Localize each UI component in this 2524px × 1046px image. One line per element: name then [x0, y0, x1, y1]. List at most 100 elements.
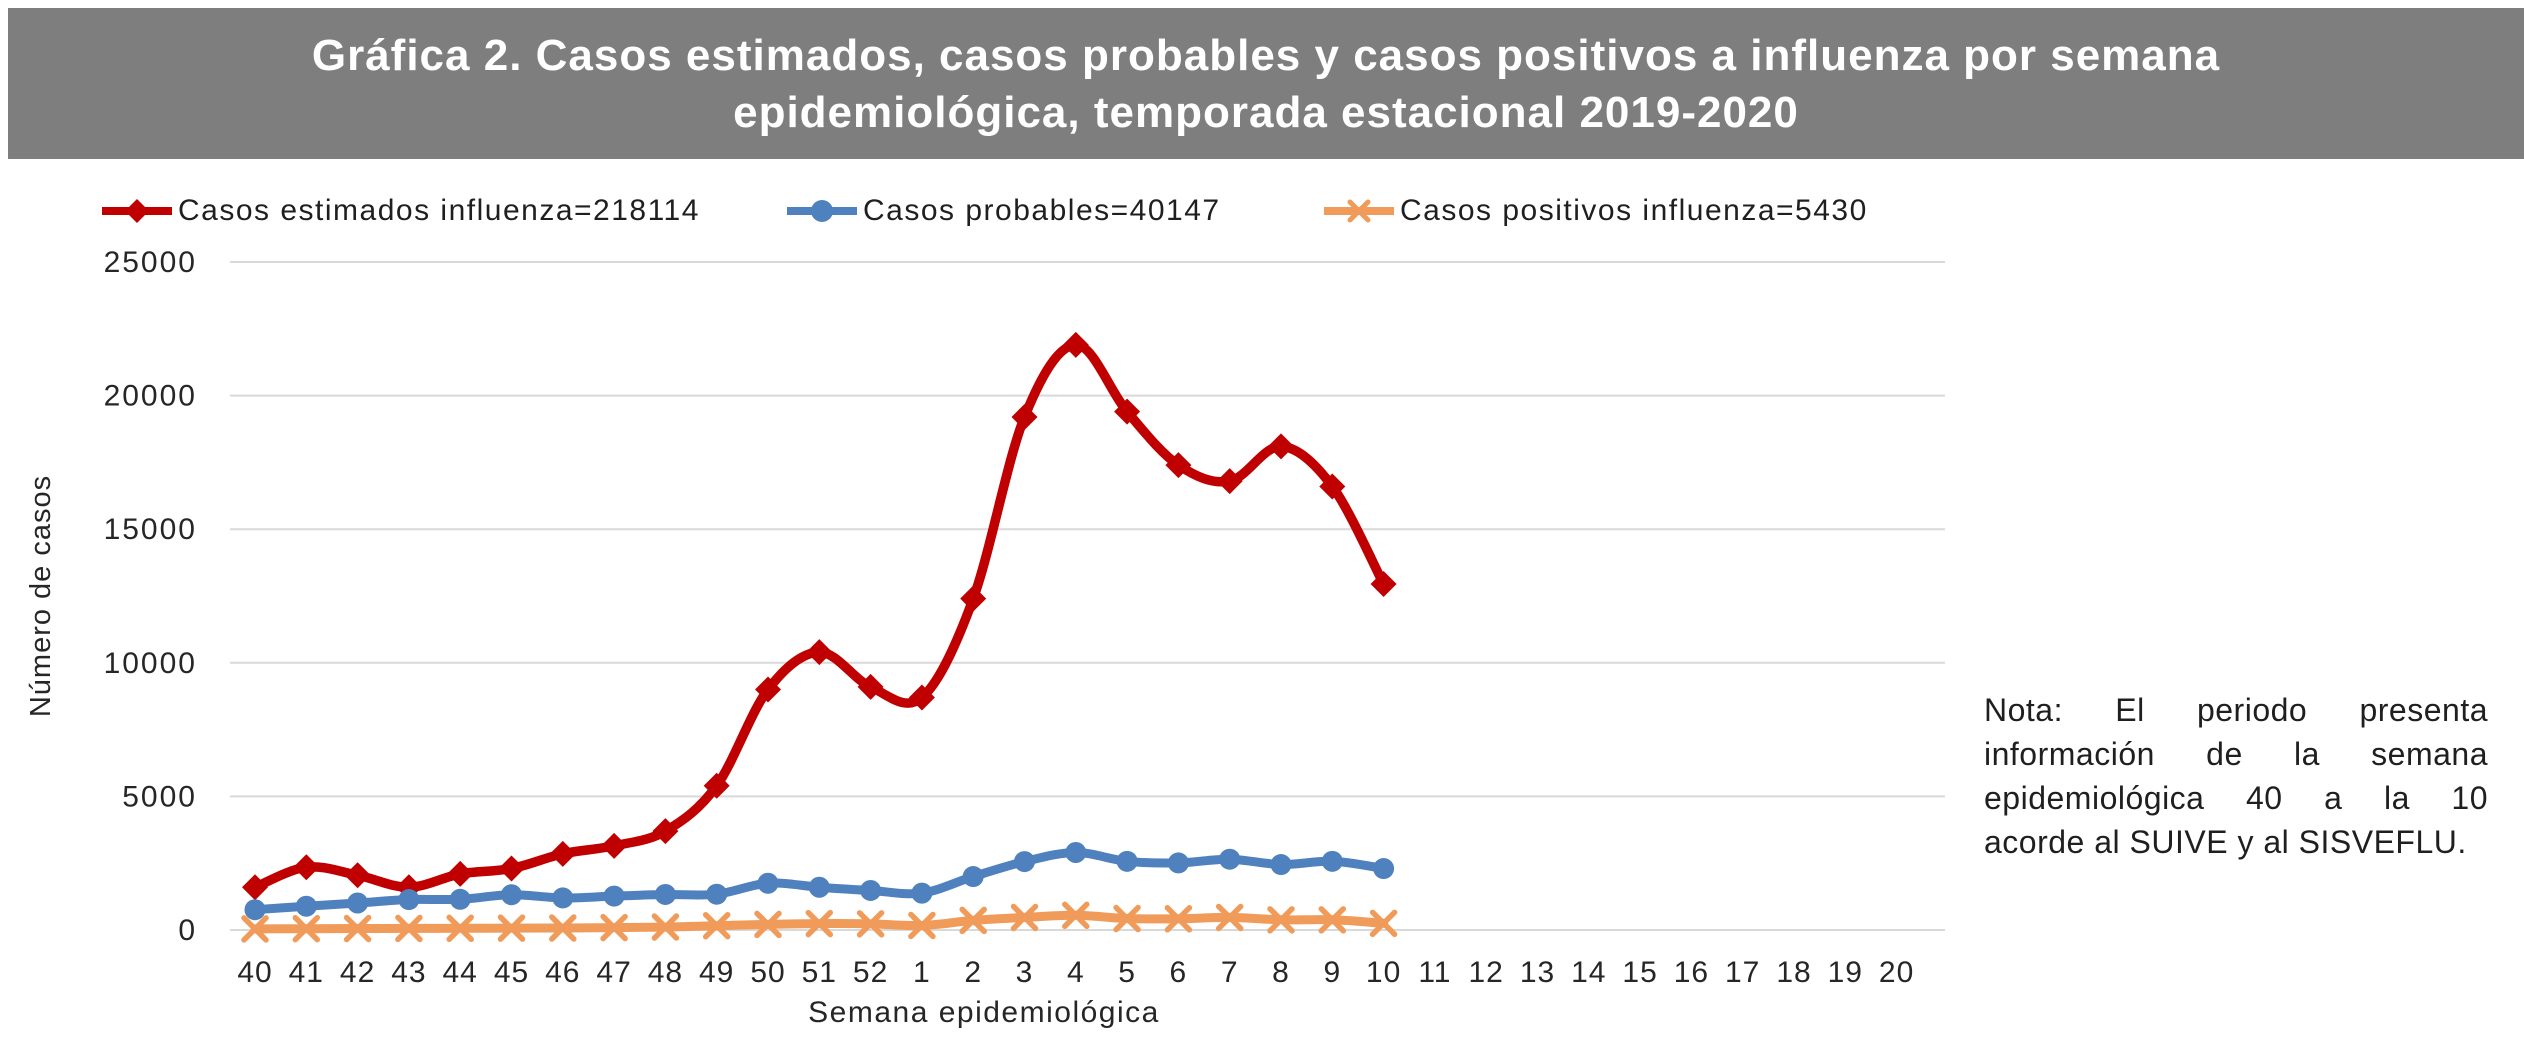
marker-casos-probables-w50: [757, 872, 779, 894]
marker-casos-estimados-influenza-w44: [447, 860, 474, 887]
y-axis-title: Número de casos: [25, 475, 57, 717]
x-tick-9: 9: [1323, 956, 1341, 989]
marker-casos-positivos-influenza-w40-b: [241, 915, 269, 943]
marker-casos-estimados-influenza-w4: [1062, 331, 1089, 358]
marker-casos-positivos-influenza-w48-b: [651, 913, 680, 941]
marker-casos-positivos-influenza-w51-b: [805, 909, 834, 938]
legend-item-casos-probables: Casos probables=40147: [785, 192, 1221, 230]
legend-label-casos-probables: Casos probables=40147: [863, 194, 1221, 227]
marker-casos-estimados-influenza-w52: [857, 673, 884, 700]
x-tick-51: 51: [802, 956, 837, 989]
marker-casos-estimados-influenza-w46: [549, 840, 576, 867]
x-tick-3: 3: [1016, 956, 1034, 989]
note-line: Nota: El periodo presenta: [1984, 692, 2488, 728]
x-tick-4: 4: [1067, 956, 1085, 989]
chart-title-line2: epidemiológica, temporada estacional 201…: [733, 87, 1799, 137]
x-tick-2: 2: [964, 956, 982, 989]
marker-casos-positivos-influenza-w4-b: [1062, 901, 1090, 930]
marker-casos-probables-w5: [1116, 850, 1138, 872]
x-tick-40: 40: [237, 956, 272, 989]
marker-casos-positivos-influenza-w49-b: [702, 911, 731, 940]
x-tick-11: 11: [1418, 956, 1451, 989]
x-tick-7: 7: [1221, 956, 1239, 989]
y-tick-10000: 10000: [104, 647, 197, 680]
marker-casos-probables-w4: [1065, 842, 1087, 864]
x-tick-50: 50: [750, 956, 785, 989]
marker-casos-estimados-influenza-w51: [806, 639, 833, 666]
marker-casos-positivos-influenza-w7-b: [1215, 903, 1244, 932]
marker-casos-positivos-influenza-w46-b: [549, 914, 577, 942]
x-tick-19: 19: [1828, 956, 1863, 989]
y-tick-0: 0: [178, 914, 197, 947]
marker-casos-estimados-influenza-w5: [1114, 398, 1141, 425]
marker-casos-estimados-influenza-w1: [908, 684, 935, 711]
marker-casos-probables-w2: [962, 866, 984, 888]
marker-casos-positivos-influenza-w44-b: [446, 914, 474, 943]
marker-casos-positivos-influenza-w2-b: [959, 906, 987, 935]
marker-casos-estimados-influenza-w10: [1370, 570, 1397, 597]
marker-casos-estimados-influenza-w47: [601, 832, 628, 859]
marker-casos-estimados-influenza-w3: [1011, 403, 1038, 430]
marker-casos-estimados-influenza-w49: [703, 772, 730, 799]
marker-casos-positivos-influenza-w41-b: [292, 914, 321, 943]
marker-casos-positivos-influenza-w3-b: [1010, 903, 1039, 932]
x-tick-48: 48: [648, 956, 683, 989]
legend-label-casos-positivos: Casos positivos influenza=5430: [1400, 194, 1868, 227]
marker-casos-estimados-influenza-w42: [344, 862, 371, 889]
marker-casos-probables-w10: [1373, 858, 1395, 880]
x-tick-12: 12: [1469, 956, 1504, 989]
marker-casos-probables-w40: [244, 899, 266, 921]
marker-casos-positivos-influenza-w1-b: [908, 911, 936, 940]
marker-casos-probables-w41: [295, 895, 317, 917]
y-tick-25000: 25000: [104, 246, 197, 279]
marker-casos-positivos-influenza-w5-b: [1113, 904, 1141, 933]
chart-title-bar: Gráfica 2. Casos estimados, casos probab…: [8, 8, 2524, 159]
marker-casos-probables-w52: [860, 879, 882, 901]
x-tick-44: 44: [443, 956, 478, 989]
legend-marker-x-icon: [1324, 199, 1394, 223]
marker-casos-positivos-influenza-w52-b: [856, 910, 885, 938]
marker-casos-probables-w45: [501, 884, 522, 906]
marker-casos-positivos-influenza-w8-b: [1267, 906, 1295, 934]
x-tick-20: 20: [1879, 956, 1914, 989]
marker-casos-positivos-influenza-w47-b: [600, 913, 628, 942]
marker-casos-probables-w8: [1270, 854, 1292, 876]
x-tick-18: 18: [1776, 956, 1811, 989]
marker-casos-positivos-influenza-w6-b: [1164, 905, 1193, 933]
x-tick-1: 1: [913, 956, 931, 989]
marker-casos-positivos-influenza-w42-b: [343, 914, 372, 943]
x-tick-43: 43: [391, 956, 426, 989]
marker-casos-probables-w6: [1167, 852, 1189, 874]
x-tick-49: 49: [699, 956, 734, 989]
legend-marker-diamond-icon: [102, 199, 172, 223]
legend-item-casos-positivos: Casos positivos influenza=5430: [1322, 192, 1868, 230]
marker-casos-probables-w9: [1321, 850, 1343, 872]
x-tick-52: 52: [853, 956, 888, 989]
marker-casos-estimados-influenza-w9: [1319, 473, 1346, 500]
marker-casos-positivos-influenza-w43-b: [395, 914, 423, 943]
marker-casos-estimados-influenza-w40: [242, 874, 268, 901]
marker-casos-estimados-influenza-w2: [960, 585, 987, 612]
marker-casos-estimados-influenza-w8: [1268, 433, 1294, 460]
marker-casos-positivos-influenza-w10-b: [1369, 909, 1398, 938]
legend-item-casos-estimados: Casos estimados influenza=218114: [100, 192, 700, 230]
marker-casos-estimados-influenza-w41: [293, 854, 320, 881]
marker-casos-estimados-influenza-w45: [498, 855, 525, 882]
x-tick-41: 41: [289, 956, 324, 989]
y-tick-15000: 15000: [104, 513, 197, 546]
x-tick-13: 13: [1520, 956, 1555, 989]
chart-title-line1: Gráfica 2. Casos estimados, casos probab…: [311, 30, 2221, 80]
marker-casos-estimados-influenza-w6: [1165, 452, 1192, 479]
x-tick-45: 45: [494, 956, 529, 989]
marker-casos-probables-w49: [706, 883, 728, 905]
x-tick-15: 15: [1622, 956, 1657, 989]
marker-casos-probables-w43: [398, 889, 420, 911]
x-tick-6: 6: [1170, 956, 1188, 989]
note-line: acorde al SUIVE y al SISVEFLU.: [1984, 824, 2467, 860]
x-tick-17: 17: [1725, 956, 1760, 989]
marker-casos-positivos-influenza-w45-b: [497, 914, 526, 942]
note-text: Nota: El periodo presenta información de…: [1984, 688, 2488, 864]
marker-casos-estimados-influenza-w7: [1216, 468, 1243, 495]
x-tick-46: 46: [545, 956, 580, 989]
